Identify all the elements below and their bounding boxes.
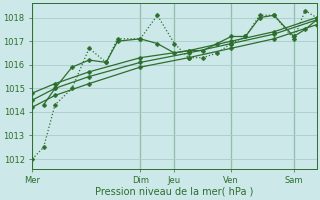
X-axis label: Pression niveau de la mer( hPa ): Pression niveau de la mer( hPa ) bbox=[95, 187, 253, 197]
